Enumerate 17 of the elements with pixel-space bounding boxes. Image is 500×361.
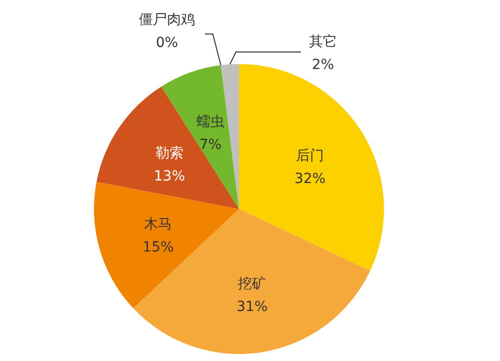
pie-slice bbox=[96, 86, 239, 209]
data-label: 2% bbox=[312, 57, 334, 73]
category-label: 僵尸肉鸡 bbox=[139, 12, 195, 28]
data-label: 13% bbox=[154, 168, 186, 185]
slice-label: 木马 bbox=[144, 216, 172, 232]
data-label: 32% bbox=[294, 170, 326, 187]
data-label: 31% bbox=[236, 299, 268, 316]
slice-label: 其它 bbox=[309, 34, 337, 50]
slice-label: 后门 bbox=[296, 148, 324, 164]
data-label: 15% bbox=[142, 239, 174, 256]
text: 0% bbox=[156, 35, 178, 51]
slice-label: 挖矿 bbox=[238, 276, 266, 292]
pie-slice bbox=[133, 209, 370, 354]
slice-label: 蠕虫 bbox=[196, 114, 225, 130]
slice-label: 勒索 bbox=[155, 146, 184, 162]
pie-slice bbox=[94, 182, 239, 308]
data-label: 7% bbox=[199, 136, 222, 153]
